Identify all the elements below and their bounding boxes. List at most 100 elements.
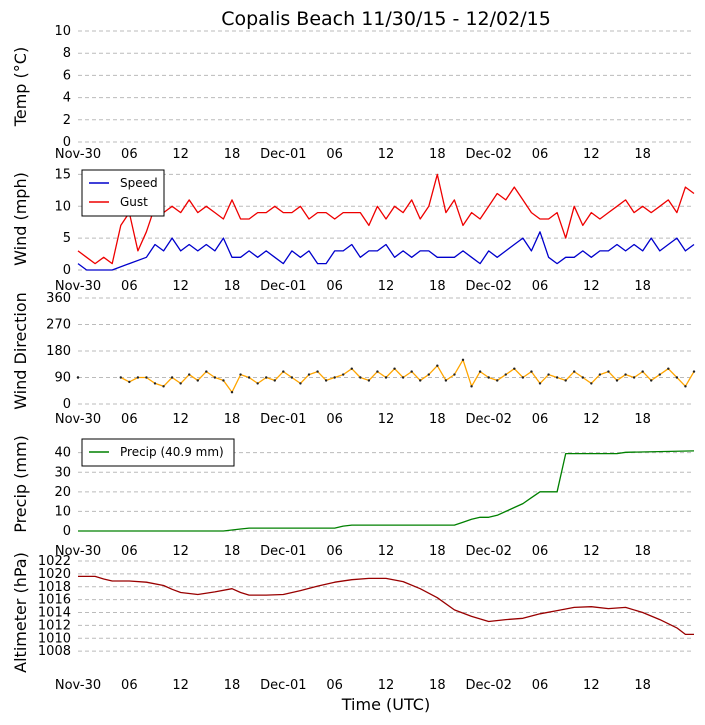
data-point [641, 370, 644, 373]
x-tick-label: 18 [224, 678, 241, 693]
y-axis-label: Altimeter (hPa) [11, 552, 30, 673]
y-tick-label: 1016 [38, 593, 71, 608]
x-tick-label: 18 [429, 412, 446, 427]
x-tick-label: 06 [121, 412, 138, 427]
legend: Precip (40.9 mm) [81, 438, 235, 467]
data-point [333, 376, 336, 379]
data-point [513, 367, 516, 370]
data-point [555, 376, 559, 379]
legend-entry: Gust [120, 195, 148, 209]
y-tick-label: 0 [63, 135, 71, 150]
x-tick-label: 18 [429, 678, 446, 693]
data-point [342, 373, 345, 376]
data-point [324, 379, 328, 382]
x-tick-label: Dec-01 [260, 279, 306, 294]
y-axis-label: Wind (mph) [11, 172, 30, 266]
legend-entry: Speed [120, 176, 158, 190]
x-tick-label: 18 [224, 147, 241, 162]
y-tick-label: 5 [63, 231, 71, 246]
data-point [188, 373, 191, 376]
series-line-altimeter [78, 575, 694, 636]
x-tick-label: 12 [378, 147, 395, 162]
data-point [316, 370, 319, 373]
y-tick-label: 1020 [38, 567, 71, 582]
data-point [419, 379, 422, 382]
data-point [624, 373, 627, 376]
data-point [521, 376, 525, 379]
x-tick-label: Dec-02 [465, 544, 511, 559]
data-point [119, 376, 122, 379]
data-point [162, 385, 165, 388]
x-tick-label: 06 [326, 544, 343, 559]
x-tick-label: 12 [172, 412, 189, 427]
data-point [367, 379, 371, 382]
x-tick-label: 06 [532, 678, 549, 693]
x-tick-label: 18 [634, 147, 651, 162]
panel-wind_direction: 0 90 180 270 360 Wind Direction Nov-30 06 12 18 De… [11, 291, 696, 427]
panel-temp: 0 2 4 6 8 10 Temp (°C) Nov-30 06 12 18 Dec-01 06 12 18… [11, 24, 694, 162]
data-point [384, 376, 388, 379]
x-tick-label: 12 [583, 678, 600, 693]
data-point [564, 379, 567, 382]
data-point [282, 370, 285, 373]
y-tick-label: 1012 [38, 618, 71, 633]
x-tick-label: Dec-02 [465, 678, 511, 693]
panel-precip: 0 10 20 30 40 Precip (mm) Nov-30 06 12 18 Dec-01 06… [11, 435, 695, 559]
data-point [547, 373, 550, 376]
y-tick-label: 1010 [38, 631, 71, 646]
x-tick-label: 12 [583, 412, 600, 427]
y-tick-label: 0 [63, 397, 71, 412]
data-point [376, 370, 379, 373]
y-axis-label: Precip (mm) [11, 435, 30, 533]
legend-box [81, 169, 165, 217]
data-point [444, 379, 448, 382]
x-tick-label: Dec-02 [465, 412, 511, 427]
data-point [598, 373, 602, 376]
y-tick-label: 15 [54, 167, 71, 182]
y-tick-label: 360 [46, 291, 71, 306]
x-tick-label: 18 [224, 279, 241, 294]
series-line-precip-40-9-mm- [78, 450, 695, 532]
data-point [359, 376, 362, 379]
data-point [615, 379, 619, 382]
y-tick-label: 4 [63, 91, 71, 106]
x-tick-label: 06 [326, 279, 343, 294]
y-tick-label: 180 [46, 344, 71, 359]
x-tick-label: 12 [172, 678, 189, 693]
y-tick-label: 0 [63, 524, 71, 539]
x-tick-label: 12 [378, 412, 395, 427]
x-tick-label: 18 [224, 412, 241, 427]
x-tick-label: 06 [326, 412, 343, 427]
y-tick-label: 8 [63, 46, 71, 61]
y-tick-label: 1018 [38, 580, 71, 595]
x-tick-label: Dec-01 [260, 412, 306, 427]
x-tick-label: 06 [326, 678, 343, 693]
data-point [632, 376, 636, 379]
data-point [136, 376, 140, 379]
y-tick-label: 10 [54, 199, 71, 214]
x-tick-label: 12 [378, 279, 395, 294]
x-tick-label: 12 [583, 147, 600, 162]
data-point [350, 367, 353, 370]
data-point [205, 370, 208, 373]
x-tick-label: Dec-02 [465, 279, 511, 294]
series-line-wind_direction [120, 359, 695, 393]
x-tick-label: 06 [121, 279, 138, 294]
data-point [230, 391, 234, 394]
data-point [436, 364, 439, 367]
data-point [265, 376, 268, 379]
x-tick-label: 18 [429, 147, 446, 162]
data-point [145, 376, 148, 379]
y-tick-label: 40 [54, 446, 71, 461]
data-point [196, 379, 199, 382]
x-tick-label: 18 [634, 412, 651, 427]
x-tick-label: 18 [224, 544, 241, 559]
data-point [290, 376, 294, 379]
series-line-gust [77, 173, 695, 265]
y-tick-label: 30 [54, 465, 71, 480]
x-tick-label: 12 [378, 678, 395, 693]
data-point [393, 367, 396, 370]
y-tick-label: 1014 [38, 606, 71, 621]
x-tick-label: 12 [172, 147, 189, 162]
